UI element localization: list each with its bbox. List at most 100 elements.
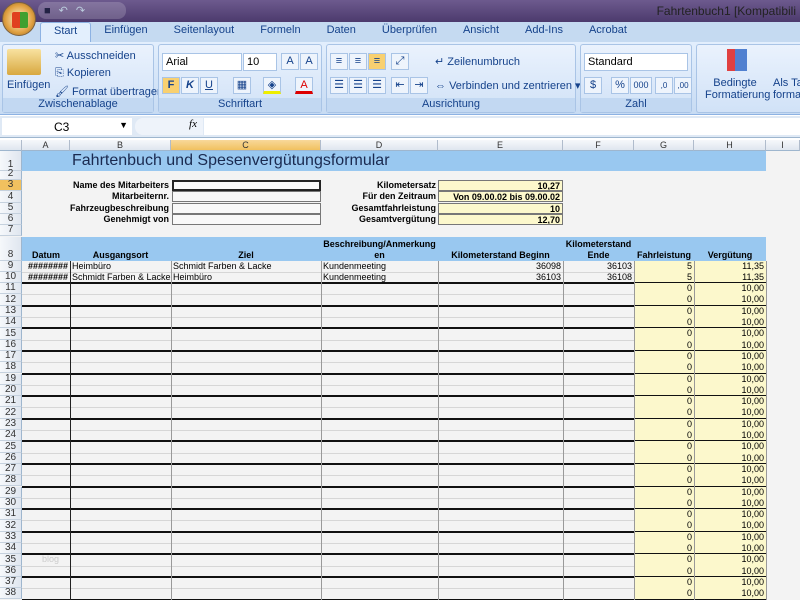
tab-start[interactable]: Start [40, 22, 92, 42]
verguetung-cell[interactable]: 10,00 [741, 328, 764, 339]
fahrleistung-cell[interactable]: 0 [686, 588, 692, 599]
align-right-icon[interactable]: ☰ [368, 77, 386, 94]
increase-indent-icon[interactable]: ⇥ [410, 77, 428, 94]
row-header-1[interactable]: 1 [0, 151, 22, 171]
increase-decimal-icon[interactable]: ,0 [655, 77, 673, 94]
tab-überprüfen[interactable]: Überprüfen [381, 24, 437, 36]
align-middle-icon[interactable]: ≡ [349, 53, 367, 70]
field-input[interactable] [172, 180, 321, 191]
verguetung-cell[interactable]: 10,00 [741, 305, 764, 316]
table-cell[interactable]: Kundenmeeting [323, 260, 387, 271]
fahrleistung-cell[interactable]: 0 [686, 407, 692, 418]
verguetung-cell[interactable]: 10,00 [741, 576, 764, 587]
row-header-6[interactable]: 6 [0, 213, 22, 226]
column-header-f[interactable]: F [563, 140, 634, 151]
table-cell[interactable]: 11,35 [742, 271, 764, 282]
row-header-4[interactable]: 4 [0, 191, 22, 203]
verguetung-cell[interactable]: 10,00 [741, 497, 764, 508]
row-header-2[interactable]: 2 [0, 168, 22, 180]
thousands-button[interactable]: 000 [630, 77, 652, 94]
tab-acrobat[interactable]: Acrobat [588, 24, 627, 36]
row-header-32[interactable]: 32 [0, 520, 22, 532]
field-input[interactable] [172, 202, 321, 214]
tab-formeln[interactable]: Formeln [260, 24, 301, 36]
row-header-5[interactable]: 5 [0, 202, 22, 214]
decrease-decimal-icon[interactable]: ,00 [674, 77, 692, 94]
grow-font-icon[interactable]: A [281, 53, 299, 70]
fahrleistung-cell[interactable]: 0 [686, 463, 692, 474]
italic-button[interactable]: K [181, 77, 199, 94]
verguetung-cell[interactable]: 10,00 [741, 543, 764, 553]
row-header-23[interactable]: 23 [0, 418, 22, 430]
currency-icon[interactable]: $ [584, 77, 602, 94]
tab-addins[interactable]: Add-Ins [525, 24, 563, 36]
fahrleistung-cell[interactable]: 0 [686, 554, 692, 565]
conditional-format-button[interactable]: Bedingte Formatierung [705, 77, 771, 101]
verguetung-cell[interactable]: 10,00 [741, 475, 764, 486]
row-header-26[interactable]: 26 [0, 452, 22, 464]
wrap-text-button[interactable]: ↵ Zeilenumbruch [435, 55, 520, 68]
fahrleistung-cell[interactable]: 0 [686, 305, 692, 316]
tab-seitenlayout[interactable]: Seitenlayout [173, 24, 235, 36]
row-header-15[interactable]: 15 [0, 328, 22, 340]
decrease-indent-icon[interactable]: ⇤ [391, 77, 409, 94]
verguetung-cell[interactable]: 10,00 [741, 588, 764, 599]
number-format-combo[interactable]: Standard [584, 53, 688, 71]
row-header-19[interactable]: 19 [0, 373, 22, 385]
verguetung-cell[interactable]: 10,00 [741, 294, 764, 305]
align-center-icon[interactable]: ☰ [349, 77, 367, 94]
fill-color-icon[interactable]: ◈ [263, 77, 281, 94]
column-header-a[interactable]: A [22, 140, 70, 151]
table-cell[interactable]: Heimbüro [72, 260, 112, 271]
table-cell[interactable]: 11,35 [742, 260, 764, 271]
fahrleistung-cell[interactable]: 0 [686, 362, 692, 373]
verguetung-cell[interactable]: 10,00 [741, 565, 764, 576]
table-cell[interactable]: ######## [27, 260, 68, 271]
cut-button[interactable]: ✂ Ausschneiden [55, 49, 136, 62]
align-bottom-icon[interactable]: ≡ [368, 53, 386, 70]
verguetung-cell[interactable]: 10,00 [741, 384, 764, 395]
table-cell[interactable]: 5 [686, 271, 692, 282]
formula-input[interactable] [204, 118, 800, 135]
table-cell[interactable]: 36098 [535, 260, 561, 271]
row-header-10[interactable]: 10 [0, 271, 22, 284]
fahrleistung-cell[interactable]: 0 [686, 317, 692, 327]
row-header-21[interactable]: 21 [0, 395, 22, 408]
fahrleistung-cell[interactable]: 0 [686, 373, 692, 384]
column-header-i[interactable]: I [766, 140, 800, 151]
borders-icon[interactable]: ▦ [233, 77, 251, 94]
row-header-29[interactable]: 29 [0, 486, 22, 498]
fahrleistung-cell[interactable]: 0 [686, 565, 692, 576]
table-cell[interactable]: ######## [27, 271, 68, 282]
row-header-38[interactable]: 38 [0, 587, 22, 600]
fahrleistung-cell[interactable]: 0 [686, 350, 692, 361]
fahrleistung-cell[interactable]: 0 [686, 497, 692, 508]
row-header-8[interactable]: 8 [0, 236, 22, 261]
format-as-table-button[interactable]: Als Ta format [773, 77, 800, 101]
row-header-33[interactable]: 33 [0, 531, 22, 543]
fx-icon[interactable]: fx [135, 118, 203, 135]
table-cell[interactable]: Heimbüro [173, 271, 213, 282]
verguetung-cell[interactable]: 10,00 [741, 531, 764, 542]
verguetung-cell[interactable]: 10,00 [741, 520, 764, 531]
column-header-e[interactable]: E [438, 140, 563, 151]
row-header-35[interactable]: 35 [0, 554, 22, 566]
fahrleistung-cell[interactable]: 0 [686, 294, 692, 305]
fahrleistung-cell[interactable]: 0 [686, 452, 692, 463]
verguetung-cell[interactable]: 10,00 [741, 283, 764, 294]
fahrleistung-cell[interactable]: 0 [686, 475, 692, 486]
percent-button[interactable]: % [611, 77, 629, 94]
fahrleistung-cell[interactable]: 0 [686, 520, 692, 531]
verguetung-cell[interactable]: 10,00 [741, 509, 764, 520]
row-header-34[interactable]: 34 [0, 542, 22, 555]
fahrleistung-cell[interactable]: 0 [686, 531, 692, 542]
undo-icon[interactable]: ↶ [58, 5, 68, 17]
verguetung-cell[interactable]: 10,00 [741, 486, 764, 497]
row-header-16[interactable]: 16 [0, 339, 22, 351]
select-all-corner[interactable] [0, 140, 22, 151]
row-header-7[interactable]: 7 [0, 224, 22, 237]
spreadsheet-grid[interactable]: A B C D E F G H I 1 2 3 4 5 6 7 8 9 10 11 12 13 14 15 16 17 18 19 20… [0, 140, 800, 600]
align-left-icon[interactable]: ☰ [330, 77, 348, 94]
row-header-11[interactable]: 11 [0, 282, 22, 295]
table-cell[interactable]: Schmidt Farben & Lacke [173, 260, 272, 271]
